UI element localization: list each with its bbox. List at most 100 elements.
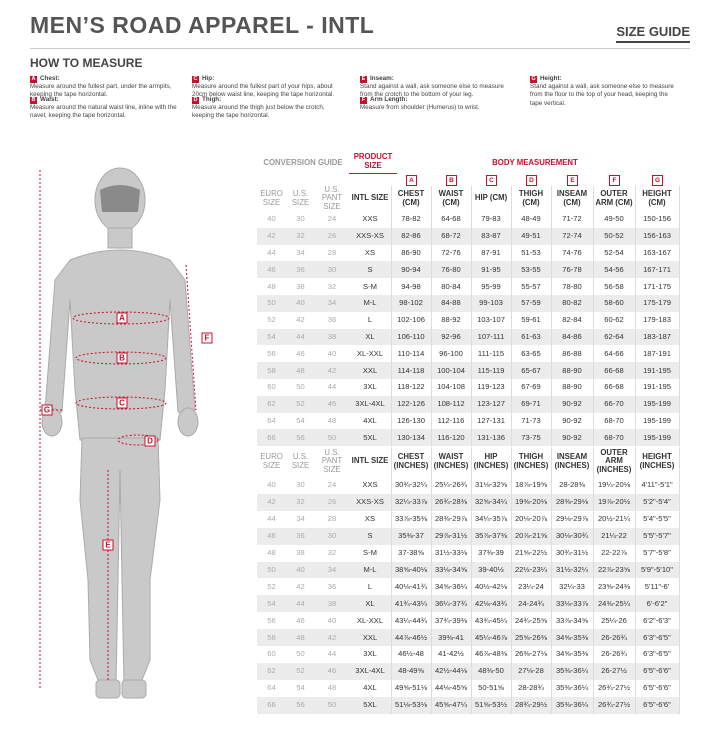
table-cell: 53-55 xyxy=(521,264,541,274)
table-cell: 36 xyxy=(327,581,337,591)
table-cell: 6'3"-6'5" xyxy=(643,632,671,642)
table-cell: 46 xyxy=(296,615,305,625)
table-cell: 45⅝-47¼ xyxy=(434,700,468,710)
table-cell: 26 xyxy=(327,231,337,241)
table-cell: 83-87 xyxy=(481,231,501,241)
table-cell: 88-92 xyxy=(441,315,461,325)
table-cell: 56 xyxy=(296,700,305,710)
table-cell: 6'3"-6'5" xyxy=(643,649,671,659)
table-cell: 82-84 xyxy=(562,315,582,325)
divider xyxy=(30,48,690,49)
table-cell: 122-126 xyxy=(397,399,425,409)
table-cell: 19⅞-20½ xyxy=(597,497,631,507)
column-letter: A xyxy=(406,175,417,186)
table-cell: 58 xyxy=(267,365,276,375)
table-cell: 56 xyxy=(267,615,276,625)
table-cell: 92-96 xyxy=(441,332,461,341)
table-cell: 110-114 xyxy=(397,348,425,358)
instruction-letter: B xyxy=(30,97,37,104)
table-cell: 40 xyxy=(296,564,305,574)
column-letter: C xyxy=(486,175,497,186)
table-cell: 126-130 xyxy=(397,416,425,425)
table-cell: 73-75 xyxy=(521,432,541,442)
row-stripe xyxy=(257,561,679,579)
table-cell: 28 xyxy=(327,248,337,257)
table-cell: 23¼-24 xyxy=(518,581,544,591)
column-header: U.S. PANT SIZE xyxy=(321,448,343,474)
table-cell: 31⅛-32⅝ xyxy=(474,480,508,490)
table-cell: 46 xyxy=(296,348,305,358)
table-cell: 76-80 xyxy=(441,264,461,274)
table-cell: 48⅜-50 xyxy=(478,666,504,676)
column-header: INSEAM (CM) xyxy=(556,189,588,207)
column-divider xyxy=(511,447,512,714)
table-cell: 34⅝-36¼ xyxy=(434,581,468,591)
size-guide-link[interactable]: SIZE GUIDE xyxy=(616,24,690,43)
table-cell: 35⅜-36¼ xyxy=(555,683,589,693)
row-stripe xyxy=(257,227,679,245)
table-cell: 60 xyxy=(267,382,276,392)
figure-labels: A B C D E F G xyxy=(41,312,213,551)
column-divider xyxy=(391,186,392,447)
table-cell: 118-122 xyxy=(397,382,425,392)
figure-label: A xyxy=(119,314,125,323)
table-cell: 44⅛-45⅝ xyxy=(434,683,468,693)
table-cell: 52 xyxy=(296,399,305,409)
instruction: B Waist: Measure around the natural waist … xyxy=(30,96,180,121)
table-cell: 36 xyxy=(296,264,305,274)
table-cell: 36¼-37¾ xyxy=(434,598,468,608)
table-cell: 50 xyxy=(296,382,305,392)
table-cell: 32⅝-34¼ xyxy=(474,497,508,507)
table-cell: 90-92 xyxy=(562,399,582,409)
row-stripe xyxy=(257,629,679,646)
table-cell: 67-69 xyxy=(521,382,541,392)
column-divider xyxy=(551,447,552,714)
instruction: E Inseam: Stand against a wall, ask someon… xyxy=(360,75,510,100)
table-cell: 5'4"-5'5" xyxy=(643,514,671,524)
column-header: CHEST (INCHES) xyxy=(393,452,429,470)
table-cell: 42 xyxy=(327,632,337,642)
table-cell: 86-88 xyxy=(562,348,582,358)
table-cell: 50 xyxy=(296,649,305,659)
table-cell: 114-118 xyxy=(397,365,425,375)
table-cell: 32¼-33⅞ xyxy=(394,497,428,507)
label-box xyxy=(41,404,53,416)
table-cell: XXL xyxy=(362,632,378,642)
table-cell: 5'9"-5'10" xyxy=(641,564,673,574)
measure-lines xyxy=(39,170,197,690)
table-cell: 34 xyxy=(327,564,337,574)
table-cell: 29⅛-29⅞ xyxy=(555,514,589,524)
table-cell: 30¾-31½ xyxy=(555,548,589,558)
column-divider xyxy=(679,186,680,447)
table-cell: 26¾-28⅜ xyxy=(434,497,468,507)
body-silhouette xyxy=(41,167,199,699)
table-cell: 44 xyxy=(267,248,276,257)
table-cell: 43¼-44¾ xyxy=(394,615,428,625)
column-header: INSEAM (INCHES) xyxy=(554,452,590,470)
table-cell: 61-63 xyxy=(521,332,541,341)
table-cell: 38 xyxy=(296,548,305,558)
label-box xyxy=(201,332,213,344)
table-cell: 30⅛-30¾ xyxy=(555,531,589,541)
table-cell: 39-40½ xyxy=(478,564,504,574)
instruction: F Arm Length: Measure from shoulder (Humer… xyxy=(360,96,510,112)
table-cell: 59-61 xyxy=(521,315,541,325)
table-cell: 72-76 xyxy=(441,248,461,257)
column-header: THIGH (INCHES) xyxy=(513,452,549,470)
table-cell: 20⅛-20⅞ xyxy=(514,514,548,524)
table-cell: 171-175 xyxy=(643,281,671,291)
table-cell: 95-99 xyxy=(481,281,501,291)
table-cell: XL xyxy=(365,332,375,341)
instruction-text: Measure around the fullest part, under t… xyxy=(30,83,172,99)
table-cell: 72-74 xyxy=(562,231,582,241)
table-cell: 63-65 xyxy=(521,348,541,358)
table-cell: 34 xyxy=(296,248,305,257)
table-cell: 104-108 xyxy=(437,382,465,392)
table-cell: 30¾-32¼ xyxy=(394,480,428,490)
table-cell: 48 xyxy=(267,281,276,291)
instruction-text: Measure around the fullest part of your … xyxy=(192,83,335,99)
figure-label: E xyxy=(105,541,111,550)
table-cell: L xyxy=(367,315,373,325)
instruction-text: Stand against a wall, ask someone else t… xyxy=(530,83,674,107)
table-cell: XXS xyxy=(362,214,378,224)
